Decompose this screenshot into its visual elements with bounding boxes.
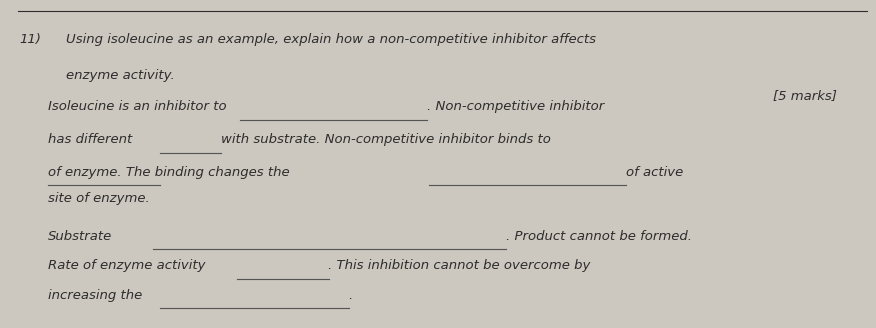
Text: . Non-competitive inhibitor: . Non-competitive inhibitor [427, 100, 604, 113]
Text: of enzyme. The binding changes the: of enzyme. The binding changes the [48, 166, 290, 179]
Text: Rate of enzyme activity: Rate of enzyme activity [48, 259, 206, 272]
Text: [5 marks]: [5 marks] [773, 89, 837, 102]
Text: of active: of active [626, 166, 683, 179]
Text: Using isoleucine as an example, explain how a non-competitive inhibitor affects: Using isoleucine as an example, explain … [66, 33, 596, 46]
Text: . This inhibition cannot be overcome by: . This inhibition cannot be overcome by [328, 259, 591, 272]
Text: with substrate. Non-competitive inhibitor binds to: with substrate. Non-competitive inhibito… [221, 133, 551, 146]
Text: enzyme activity.: enzyme activity. [66, 69, 174, 82]
Text: Substrate: Substrate [48, 230, 112, 243]
Text: Isoleucine is an inhibitor to: Isoleucine is an inhibitor to [48, 100, 227, 113]
Text: increasing the: increasing the [48, 289, 143, 302]
Text: . Product cannot be formed.: . Product cannot be formed. [506, 230, 692, 243]
Text: 11): 11) [19, 33, 41, 46]
Text: has different: has different [48, 133, 132, 146]
Text: site of enzyme.: site of enzyme. [48, 192, 150, 205]
Text: .: . [349, 289, 353, 302]
